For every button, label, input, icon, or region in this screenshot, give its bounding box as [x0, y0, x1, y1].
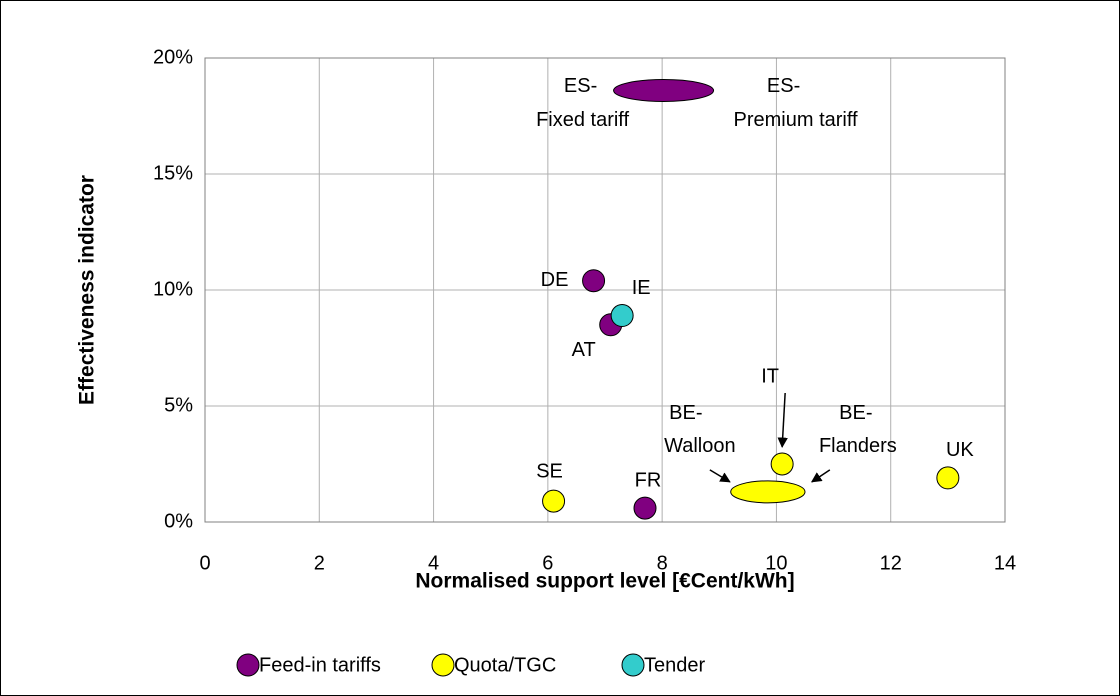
- legend-marker: [431, 653, 455, 677]
- arrow: [709, 469, 731, 483]
- point: [582, 269, 606, 293]
- y-tick-label: 20%: [153, 46, 193, 68]
- x-tick-label: 12: [880, 552, 902, 574]
- arrow: [777, 392, 788, 449]
- point: [633, 496, 657, 520]
- x-tick-label: 4: [428, 552, 439, 574]
- legend-marker: [236, 653, 260, 677]
- point-label: DE: [541, 269, 569, 291]
- point: [936, 466, 960, 490]
- legend-label: Tender: [644, 654, 705, 676]
- y-axis-title: Effectiveness indicator: [76, 175, 99, 405]
- point-label: IT: [761, 365, 779, 387]
- point-label: UK: [946, 439, 974, 461]
- range-label: Walloon: [664, 435, 736, 457]
- range-point: [613, 78, 715, 102]
- plot-border: [204, 57, 1006, 523]
- point: [770, 452, 794, 476]
- point-label: FR: [635, 469, 662, 491]
- range-label: Premium tariff: [734, 109, 859, 131]
- range-label: ES-: [564, 75, 597, 97]
- point-label: IE: [632, 277, 651, 299]
- legend-marker: [621, 653, 645, 677]
- x-tick-label: 14: [994, 552, 1016, 574]
- point-label: SE: [536, 460, 563, 482]
- x-tick-label: 2: [314, 552, 325, 574]
- x-tick-label: 0: [199, 552, 210, 574]
- range-label: ES-: [767, 75, 800, 97]
- x-tick-label: 10: [765, 552, 787, 574]
- range-label: Flanders: [819, 435, 897, 457]
- y-tick-label: 15%: [153, 162, 193, 184]
- y-tick-label: 10%: [153, 278, 193, 300]
- y-tick-label: 5%: [164, 394, 193, 416]
- arrow: [810, 469, 831, 483]
- x-tick-label: 8: [657, 552, 668, 574]
- range-label: BE-: [669, 402, 702, 424]
- point: [610, 304, 634, 328]
- y-tick-label: 0%: [164, 510, 193, 532]
- legend-label: Feed-in tariffs: [259, 654, 381, 676]
- point: [542, 489, 566, 513]
- x-axis-title: Normalised support level [€Cent/kWh]: [415, 570, 794, 593]
- range-label: Fixed tariff: [536, 109, 629, 131]
- point-label: AT: [572, 339, 596, 361]
- legend-label: Quota/TGC: [454, 654, 556, 676]
- x-tick-label: 6: [542, 552, 553, 574]
- range-point: [730, 480, 806, 504]
- range-label: BE-: [839, 402, 872, 424]
